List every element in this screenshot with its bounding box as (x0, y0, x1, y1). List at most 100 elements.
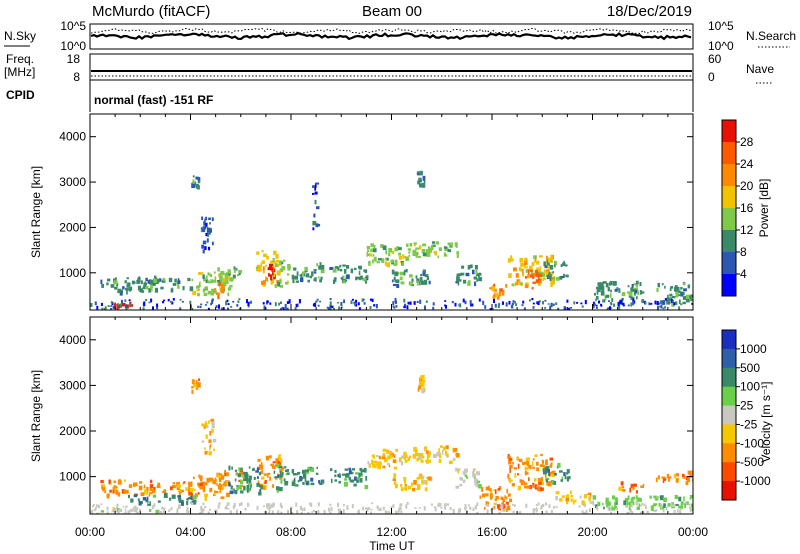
velocity-cell (263, 505, 265, 508)
velocity-cell (430, 503, 433, 506)
velocity-cell (592, 500, 595, 506)
power-cell (197, 305, 200, 308)
power-cell (340, 277, 343, 280)
power-cell (312, 192, 315, 195)
power-cell (171, 301, 174, 305)
velocity-patch (417, 374, 426, 394)
power-cell (606, 307, 609, 310)
power-cell (344, 269, 347, 274)
velocity-cell (615, 497, 618, 502)
power-cell (634, 292, 636, 296)
velocity-cell (652, 503, 657, 507)
power-cell (409, 274, 413, 278)
velocity-cell (344, 468, 349, 471)
velocity-cell (240, 502, 243, 506)
velocity-cell (613, 508, 616, 511)
power-cell (658, 302, 661, 305)
power-cell (641, 291, 645, 294)
power-cell (214, 288, 217, 292)
velocity-cell (339, 508, 341, 511)
velocity-cell (548, 473, 552, 477)
velocity-cell (655, 508, 658, 512)
power-cell (560, 264, 563, 267)
velocity-cell (334, 474, 337, 478)
velocity-cell (565, 497, 569, 502)
velocity-cell (272, 503, 275, 507)
power-cell (133, 281, 136, 284)
power-cell (416, 278, 420, 283)
power-cell (400, 276, 403, 279)
power-cell (207, 290, 211, 295)
power-colorbar-swatch (722, 274, 736, 297)
velocity-cell (683, 496, 685, 502)
velocity-cell (275, 458, 278, 462)
velocity-cell (279, 502, 282, 508)
power-cell (217, 267, 220, 272)
velocity-cell (283, 478, 286, 482)
power-cell (329, 298, 332, 301)
velocity-cell (232, 505, 235, 510)
power-cell (366, 275, 369, 279)
velocity-cell (152, 489, 156, 494)
power-cell (189, 286, 194, 292)
velocity-colorbar-tick-label: -500 (740, 455, 764, 469)
velocity-cell (549, 471, 553, 475)
velocity-cell (549, 457, 554, 461)
power-cell (505, 284, 508, 288)
power-cell (415, 247, 420, 250)
cpid-text: normal (fast) -151 RF (94, 93, 213, 107)
velocity-cell (222, 483, 225, 486)
power-cell (202, 288, 206, 293)
velocity-colorbar-tick-label: 500 (740, 361, 760, 375)
velocity-cell (130, 508, 134, 512)
velocity-cell (674, 494, 678, 500)
power-cell (273, 276, 276, 280)
velocity-cell (178, 491, 181, 496)
velocity-cell (635, 495, 638, 499)
velocity-cell (367, 460, 370, 465)
power-cell (532, 306, 535, 309)
velocity-cell (113, 485, 117, 490)
velocity-colorbar-swatch (722, 330, 736, 350)
power-cell (644, 301, 647, 305)
velocity-cell (445, 453, 449, 457)
velocity-cell (213, 448, 215, 452)
velocity-cell (192, 379, 195, 384)
velocity-cell (94, 507, 97, 510)
velocity-cell (545, 466, 550, 469)
velocity-cell (398, 457, 402, 461)
velocity-cell (310, 468, 315, 472)
power-cell (398, 256, 403, 260)
power-cell (534, 270, 539, 274)
power-cell (189, 300, 192, 305)
power-cell (594, 292, 596, 296)
velocity-cell (226, 492, 230, 498)
velocity-cell (478, 484, 482, 489)
power-cell (198, 282, 201, 287)
velocity-cell (561, 476, 564, 480)
nave-tick-bottom: 0 (708, 70, 715, 84)
velocity-cell (272, 461, 276, 464)
power-cell (202, 274, 205, 279)
velocity-cell (505, 496, 508, 500)
power-cell (455, 281, 460, 284)
velocity-cell (423, 506, 426, 511)
velocity-cell (206, 477, 211, 483)
velocity-cell (117, 509, 120, 514)
velocity-cell (424, 487, 428, 492)
power-cell (333, 277, 337, 280)
velocity-colorbar-swatch (722, 462, 736, 482)
velocity-cell (134, 507, 137, 512)
velocity-cell (310, 502, 313, 507)
power-cell (507, 258, 511, 263)
power-cell (548, 272, 551, 277)
velocity-cell (542, 468, 545, 471)
velocity-cell (116, 504, 119, 508)
velocity-cell (192, 488, 196, 491)
power-cell (200, 303, 203, 306)
power-cell (342, 280, 346, 284)
velocity-cell (190, 484, 193, 487)
velocity-cell (522, 462, 525, 465)
power-cell (401, 262, 404, 266)
power-cell (150, 298, 153, 303)
